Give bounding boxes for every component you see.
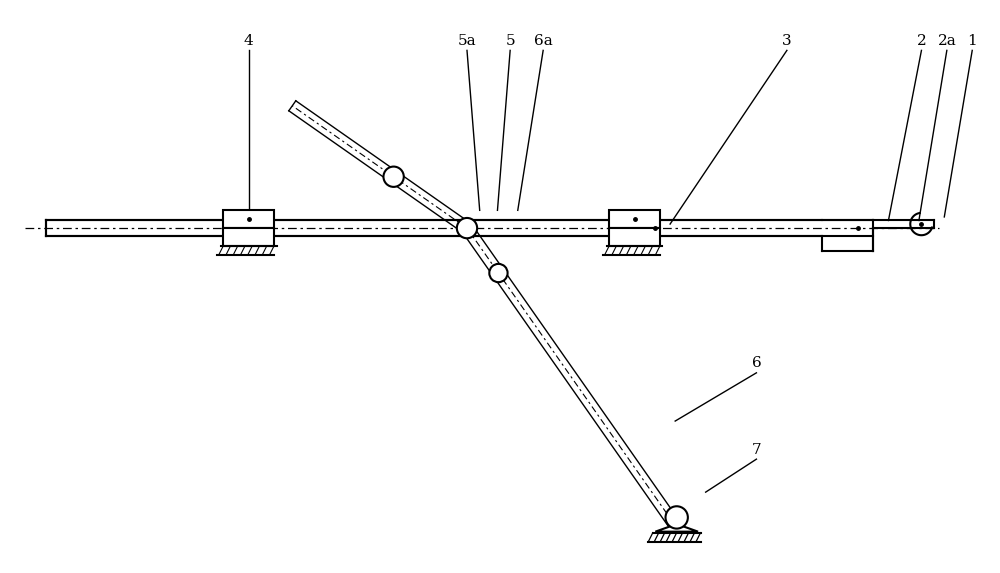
Text: 5a: 5a [458,34,476,48]
Polygon shape [655,524,698,532]
Text: 3: 3 [782,34,792,48]
Bar [609,228,660,246]
Circle shape [489,264,508,282]
Bar [223,228,274,246]
Circle shape [383,167,404,187]
Text: 7: 7 [752,442,761,457]
Bar [609,210,660,228]
Text: 2: 2 [917,34,926,48]
Text: 6: 6 [752,356,761,370]
Circle shape [457,218,477,238]
Text: 5: 5 [505,34,515,48]
Circle shape [666,507,688,529]
Bar [223,210,274,228]
Text: 4: 4 [244,34,254,48]
Text: 1: 1 [967,34,977,48]
Text: 6a: 6a [534,34,553,48]
Text: 2a: 2a [937,34,956,48]
